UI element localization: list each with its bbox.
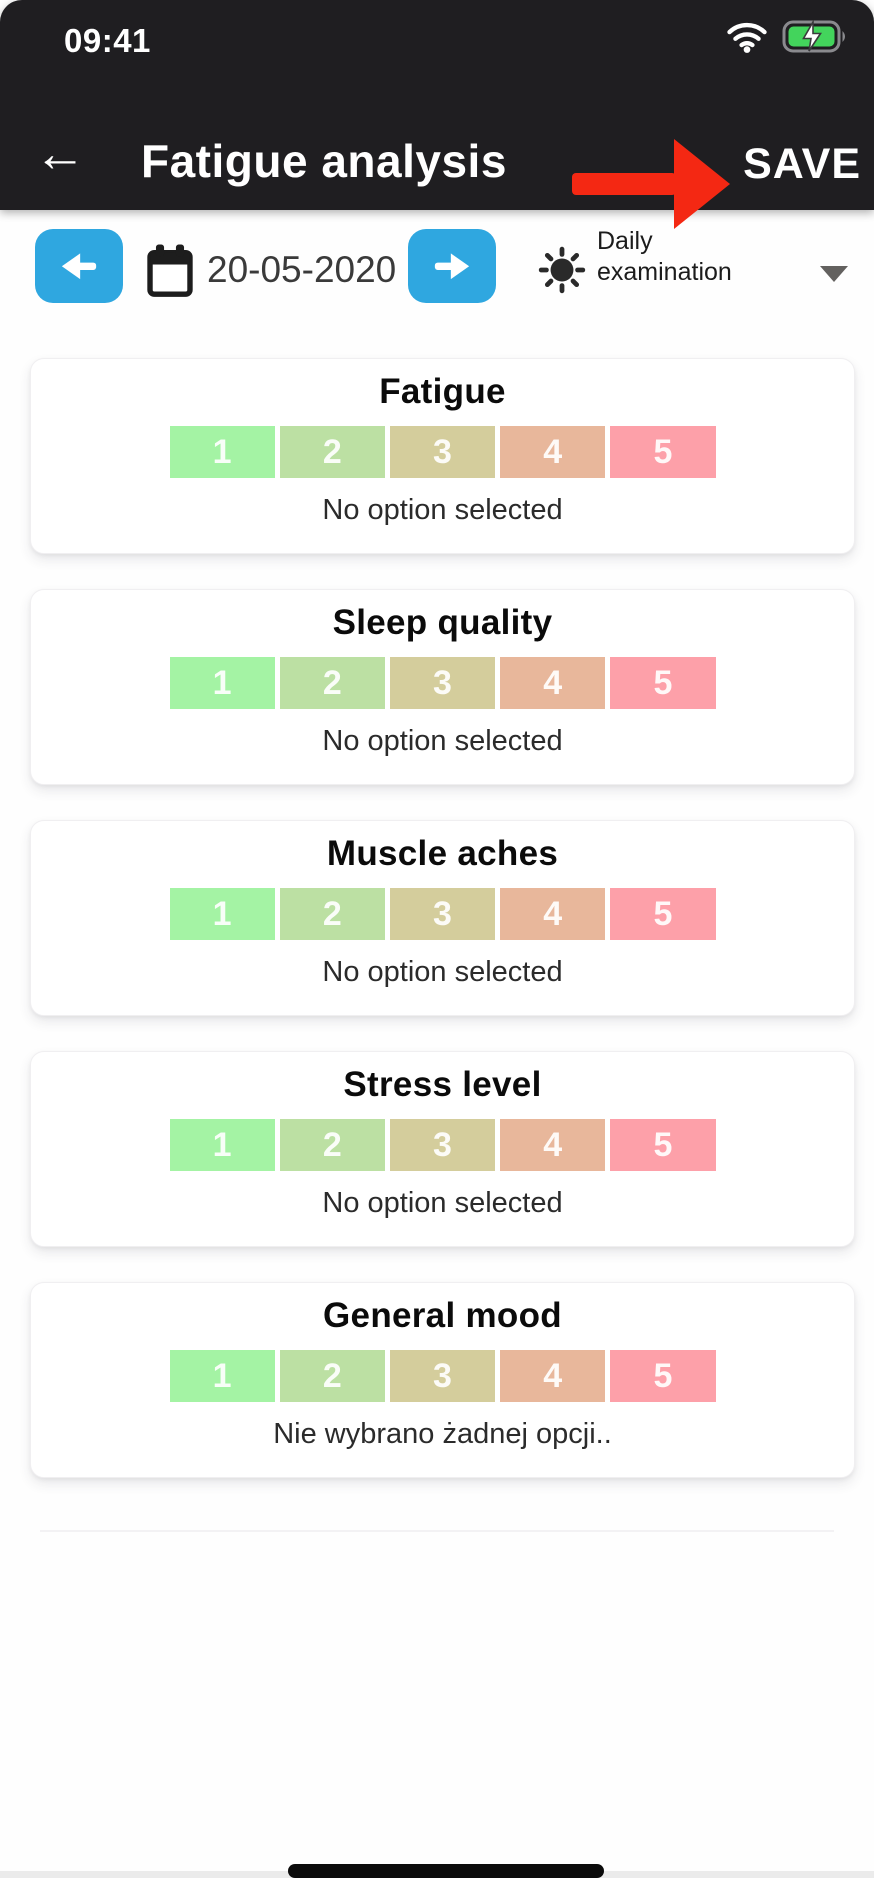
- rating-option-4[interactable]: 4: [500, 657, 606, 709]
- question-card-stress-level: Stress level 1 2 3 4 5 No option selecte…: [30, 1051, 855, 1247]
- question-card-fatigue: Fatigue 1 2 3 4 5 No option selected: [30, 358, 855, 554]
- annotation-arrow-icon: [572, 139, 730, 229]
- previous-day-button[interactable]: [35, 229, 123, 303]
- rating-option-1[interactable]: 1: [169, 657, 275, 709]
- calendar-icon[interactable]: [146, 244, 194, 298]
- next-day-button[interactable]: [408, 229, 496, 303]
- selection-status: No option selected: [322, 956, 563, 988]
- rating-option-1[interactable]: 1: [169, 888, 275, 940]
- rating-option-4[interactable]: 4: [500, 1350, 606, 1402]
- rating-option-3[interactable]: 3: [389, 1119, 496, 1171]
- selection-status: No option selected: [322, 494, 563, 526]
- rating-option-2[interactable]: 2: [279, 1350, 385, 1402]
- question-card-sleep-quality: Sleep quality 1 2 3 4 5 No option select…: [30, 589, 855, 785]
- status-icons: [726, 20, 848, 53]
- rating-option-3[interactable]: 3: [389, 1350, 496, 1402]
- question-title: Stress level: [343, 1065, 542, 1104]
- rating-option-5[interactable]: 5: [610, 657, 716, 709]
- page-title: Fatigue analysis: [141, 135, 507, 187]
- status-time: 09:41: [64, 22, 151, 59]
- battery-charging-icon: [782, 20, 845, 53]
- selected-date[interactable]: 20-05-2020: [207, 249, 397, 290]
- rating-option-1[interactable]: 1: [169, 1350, 275, 1402]
- examination-mode-line1: Daily: [597, 227, 653, 255]
- question-title: Sleep quality: [332, 603, 553, 642]
- question-card-muscle-aches: Muscle aches 1 2 3 4 5 No option selecte…: [30, 820, 855, 1016]
- app-header: 09:41 ← Fatigue analysis SAVE: [0, 0, 874, 229]
- rating-scale: 1 2 3 4 5: [169, 888, 716, 940]
- rating-option-4[interactable]: 4: [500, 426, 606, 478]
- rating-option-5[interactable]: 5: [610, 1119, 716, 1171]
- rating-option-3[interactable]: 3: [389, 426, 496, 478]
- selection-status: No option selected: [322, 1187, 563, 1219]
- rating-option-3[interactable]: 3: [389, 888, 496, 940]
- save-button[interactable]: SAVE: [743, 140, 861, 188]
- rating-scale: 1 2 3 4 5: [169, 657, 716, 709]
- selection-status: Nie wybrano żadnej opcji..: [273, 1418, 612, 1450]
- selection-status: No option selected: [322, 725, 563, 757]
- rating-option-2[interactable]: 2: [279, 888, 385, 940]
- rating-option-5[interactable]: 5: [610, 1350, 716, 1402]
- rating-scale: 1 2 3 4 5: [169, 426, 716, 478]
- question-card-general-mood: General mood 1 2 3 4 5 Nie wybrano żadne…: [30, 1282, 855, 1478]
- rating-scale: 1 2 3 4 5: [169, 1119, 716, 1171]
- rating-option-2[interactable]: 2: [279, 426, 385, 478]
- question-title: Muscle aches: [326, 834, 559, 873]
- home-indicator[interactable]: [288, 1864, 604, 1878]
- question-card-list: Fatigue 1 2 3 4 5 No option selected Sle…: [30, 358, 855, 1478]
- section-divider: [40, 1530, 834, 1532]
- rating-option-1[interactable]: 1: [169, 1119, 275, 1171]
- back-button[interactable]: ←: [34, 125, 86, 183]
- examination-mode-select[interactable]: Daily examination: [530, 227, 860, 310]
- rating-option-4[interactable]: 4: [500, 888, 606, 940]
- rating-option-2[interactable]: 2: [279, 1119, 385, 1171]
- chevron-down-icon: [820, 266, 848, 282]
- rating-option-3[interactable]: 3: [389, 657, 496, 709]
- arrow-left-icon: [61, 253, 97, 280]
- sun-icon: [538, 246, 586, 294]
- question-title: General mood: [323, 1296, 562, 1335]
- rating-option-2[interactable]: 2: [279, 657, 385, 709]
- rating-option-5[interactable]: 5: [610, 426, 716, 478]
- rating-option-4[interactable]: 4: [500, 1119, 606, 1171]
- rating-scale: 1 2 3 4 5: [169, 1350, 716, 1402]
- rating-option-1[interactable]: 1: [169, 426, 275, 478]
- question-title: Fatigue: [379, 372, 506, 411]
- wifi-icon: [727, 22, 767, 53]
- rating-option-5[interactable]: 5: [610, 888, 716, 940]
- examination-mode-line2: examination: [597, 258, 732, 286]
- arrow-right-icon: [434, 253, 470, 280]
- examination-mode-label: Daily examination: [597, 226, 732, 288]
